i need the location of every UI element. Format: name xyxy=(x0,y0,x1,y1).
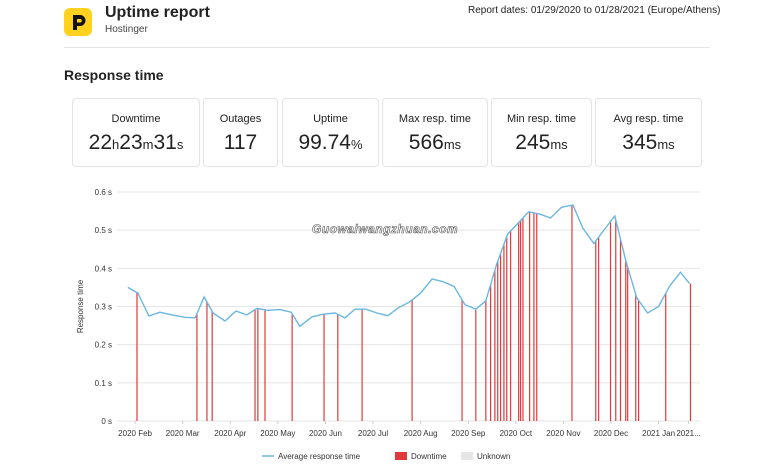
stat-unit: % xyxy=(351,137,363,152)
y-tick-label: 0.4 s xyxy=(95,264,112,273)
legend-swatch xyxy=(395,452,407,460)
stat-card: Min resp. time 245ms xyxy=(491,98,592,167)
y-tick-label: 0.5 s xyxy=(95,226,112,235)
stat-card: Avg resp. time 345ms xyxy=(595,98,702,167)
x-tick-label: 2021 Jan xyxy=(642,429,675,438)
y-tick-label: 0.3 s xyxy=(95,303,112,312)
stat-unit: h xyxy=(112,137,120,152)
y-tick-label: 0 s xyxy=(101,417,112,426)
logo xyxy=(64,8,92,36)
stat-label: Max resp. time xyxy=(398,113,472,125)
legend-swatch xyxy=(461,452,473,460)
x-tick-label: 2020 Dec xyxy=(594,429,628,438)
stat-number: 245 xyxy=(515,131,551,154)
title: Uptime report xyxy=(105,4,210,21)
x-tick-label: 2020 Jun xyxy=(309,429,342,438)
x-tick-label: 2021... xyxy=(676,429,700,438)
stat-unit: ms xyxy=(657,137,675,152)
separator xyxy=(64,47,710,48)
x-tick-label: 2020 Oct xyxy=(500,429,533,438)
stat-label: Outages xyxy=(219,113,262,125)
stat-number: 117 xyxy=(223,131,258,154)
stat-card: Uptime 99.74% xyxy=(282,98,379,167)
stat-unit: ms xyxy=(443,137,462,152)
response-line xyxy=(127,204,691,328)
y-axis-label: Response time xyxy=(76,279,85,333)
subtitle: Hostinger xyxy=(105,24,148,35)
stat-label: Uptime xyxy=(313,113,348,125)
legend-label: Unknown xyxy=(477,452,510,461)
stat-value: 245ms xyxy=(492,131,591,155)
stat-number: 99.74 xyxy=(298,131,351,154)
stat-label: Downtime xyxy=(111,113,161,125)
stat-value: 566ms xyxy=(383,131,487,155)
stat-card: Outages 117 xyxy=(203,98,278,167)
stat-number: 31 xyxy=(153,131,177,154)
y-tick-label: 0.1 s xyxy=(95,379,112,388)
legend-label: Downtime xyxy=(411,452,447,461)
stat-unit: ms xyxy=(550,137,568,152)
x-tick-label: 2020 Mar xyxy=(166,429,200,438)
report-dates: Report dates: 01/29/2020 to 01/28/2021 (… xyxy=(468,5,721,16)
stat-number: 23 xyxy=(119,131,143,154)
x-tick-label: 2020 Feb xyxy=(118,429,152,438)
x-tick-label: 2020 Sep xyxy=(451,429,486,438)
stat-number: 566 xyxy=(408,131,444,154)
stat-value: 117 xyxy=(204,131,277,155)
section-title: Response time xyxy=(64,67,164,83)
x-tick-label: 2020 Apr xyxy=(214,429,246,438)
x-tick-label: 2020 Jul xyxy=(358,429,388,438)
y-tick-label: 0.6 s xyxy=(95,188,112,197)
x-tick-label: 2020 Aug xyxy=(404,429,438,438)
legend-label: Average response time xyxy=(278,452,361,461)
stat-unit: s xyxy=(176,137,184,152)
stat-number: 22 xyxy=(88,131,113,154)
chart: 0 s 0.1 s 0.2 s 0.3 s 0.4 s 0.5 s 0.6 s 2020 Fe… xyxy=(76,188,701,461)
stat-label: Min resp. time xyxy=(506,113,577,125)
stat-value: 22h23m31s xyxy=(73,131,199,155)
stat-card: Max resp. time 566ms xyxy=(382,98,488,167)
y-tick-label: 0.2 s xyxy=(95,341,112,350)
x-tick-label: 2020 May xyxy=(260,429,295,438)
x-tick-label: 2020 Nov xyxy=(546,429,580,438)
stat-value: 345ms xyxy=(596,131,701,155)
watermark: Guowaiwangzhuan.com xyxy=(312,222,458,236)
stat-card: Downtime 22h23m31s xyxy=(72,98,200,167)
stat-unit: m xyxy=(142,137,154,152)
stat-number: 345 xyxy=(622,131,658,154)
stat-value: 99.74% xyxy=(283,131,378,155)
stat-label: Avg resp. time xyxy=(613,113,684,125)
